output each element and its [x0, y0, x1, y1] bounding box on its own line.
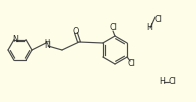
Text: O: O [73, 27, 79, 35]
Text: N: N [12, 35, 18, 44]
Text: Cl: Cl [109, 23, 117, 33]
Text: H: H [146, 23, 152, 32]
Text: N: N [44, 41, 50, 50]
Text: H: H [159, 78, 165, 86]
Text: H: H [44, 38, 50, 44]
Text: Cl: Cl [154, 14, 162, 23]
Text: Cl: Cl [168, 78, 176, 86]
Text: Cl: Cl [127, 59, 135, 69]
